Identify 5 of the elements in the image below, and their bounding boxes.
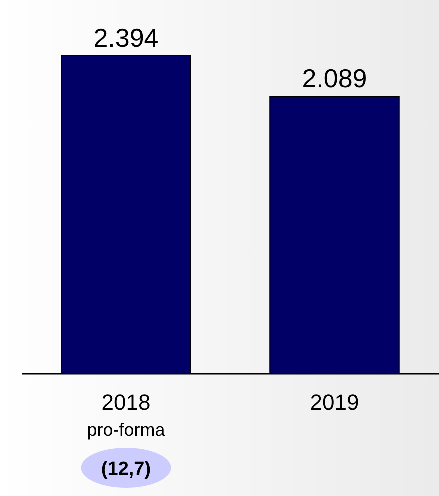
data-label: 2.394 xyxy=(94,23,159,53)
text: (12,7) xyxy=(101,459,152,480)
data-label: 2.089 xyxy=(302,64,368,94)
x-tick-label: 2018 pro-forma xyxy=(87,390,166,440)
x-tick-label: 2019 xyxy=(310,390,360,415)
